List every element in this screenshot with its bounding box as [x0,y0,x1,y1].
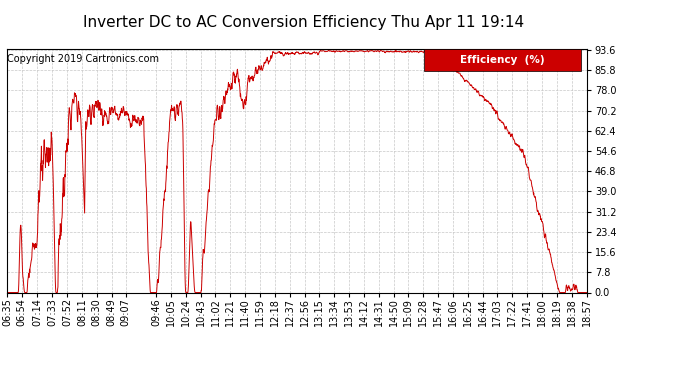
Text: Copyright 2019 Cartronics.com: Copyright 2019 Cartronics.com [8,54,159,64]
Text: Inverter DC to AC Conversion Efficiency Thu Apr 11 19:14: Inverter DC to AC Conversion Efficiency … [83,15,524,30]
Text: Efficiency  (%): Efficiency (%) [460,55,545,65]
FancyBboxPatch shape [424,49,581,70]
